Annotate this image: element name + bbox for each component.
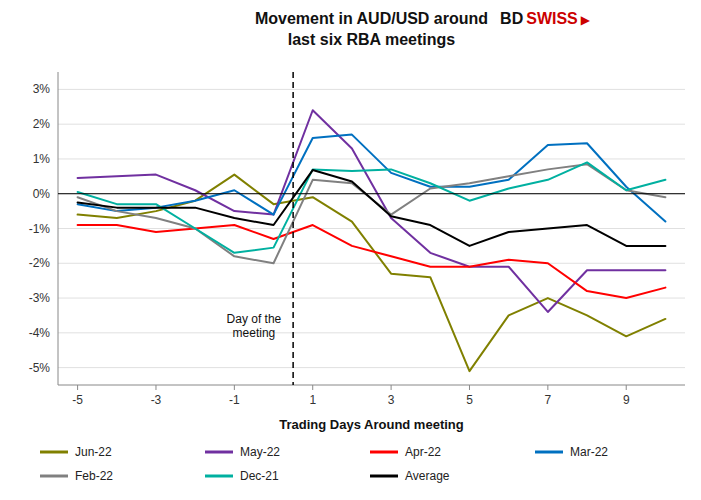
x-tick-label: 1 [309, 393, 316, 407]
y-tick-label: -3% [29, 291, 51, 305]
series-line [78, 175, 666, 371]
series-line [78, 162, 666, 252]
grid-line [58, 124, 685, 125]
legend-swatch [40, 475, 68, 478]
y-tick-label: 2% [33, 117, 51, 131]
legend-label: Mar-22 [570, 445, 608, 459]
legend-swatch [535, 451, 563, 454]
grid-line [58, 367, 685, 368]
legend: Jun-22 May-22 Apr-22 Mar-22 Feb-22 Dec-21 Aver… [40, 445, 608, 483]
x-tick-label: 9 [623, 393, 630, 407]
grid-line [58, 298, 685, 299]
vertical-reference-line [292, 72, 294, 385]
x-tick [77, 385, 78, 390]
legend-swatch [370, 475, 398, 478]
legend-label: Feb-22 [75, 469, 113, 483]
grid-line [58, 263, 685, 264]
annotation: Day of themeeting [227, 312, 282, 340]
legend-swatch [40, 451, 68, 454]
x-tick-label: -5 [72, 393, 83, 407]
x-tick [391, 385, 392, 390]
chart: -5% -4% -3% -2% -1% 0% 1% 2% 3% -5 -3 -1 1 3 5 7 9 Tradin… [0, 0, 701, 500]
x-axis-line [58, 385, 685, 386]
x-tick-label: -1 [229, 393, 240, 407]
x-tick [469, 385, 470, 390]
legend-label: Apr-22 [405, 445, 441, 459]
series-line [78, 170, 666, 246]
series-line [78, 164, 666, 263]
x-tick [155, 385, 156, 390]
series-line [78, 225, 666, 298]
horizontal-reference-line [58, 193, 685, 194]
grid-line [58, 193, 685, 194]
legend-label: Jun-22 [75, 445, 112, 459]
reference-lines [58, 72, 685, 385]
y-tick-label: -5% [29, 361, 51, 375]
y-tick-label: 0% [33, 187, 51, 201]
x-tick-label: -3 [151, 393, 162, 407]
legend-label: May-22 [240, 445, 280, 459]
x-tick [626, 385, 627, 390]
legend-swatch [205, 475, 233, 478]
series-lines [78, 110, 666, 371]
grid-line [58, 332, 685, 333]
title: Movement in AUD/USD aroundlast six RBA m… [255, 10, 488, 48]
y-tick-label: 3% [33, 82, 51, 96]
legend-label: Average [405, 469, 450, 483]
x-tick [547, 385, 548, 390]
logo-text: BD [500, 10, 523, 27]
series-line [78, 110, 666, 312]
x-tick [312, 385, 313, 390]
grid-line [58, 158, 685, 159]
y-axis-line [58, 72, 59, 385]
legend-swatch [205, 451, 233, 454]
logo-text: SWISS [526, 10, 578, 27]
x-tick-label: 7 [545, 393, 552, 407]
y-tick-label: -2% [29, 256, 51, 270]
y-tick-label: -1% [29, 222, 51, 236]
x-tick [234, 385, 235, 390]
x-tick-label: 5 [466, 393, 473, 407]
legend-swatch [370, 451, 398, 454]
y-tick-label: 1% [33, 152, 51, 166]
legend-label: Dec-21 [240, 469, 279, 483]
grid-line [58, 89, 685, 90]
grid [58, 89, 685, 367]
logo-text: ▶ [581, 13, 591, 27]
x-tick-label: 3 [388, 393, 395, 407]
y-tick-label: -4% [29, 326, 51, 340]
x-axis-label: Trading Days Around meeting [279, 417, 463, 432]
